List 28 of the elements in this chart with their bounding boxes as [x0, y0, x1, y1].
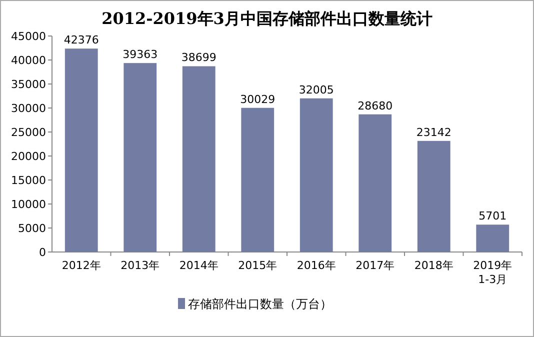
ytick: 5000 — [18, 222, 46, 235]
xtick: 2014年 — [179, 259, 218, 272]
data-label: 32005 — [298, 83, 334, 96]
xtick: 2018年 — [414, 259, 454, 272]
xtick: 2019年 1-3月 — [473, 259, 512, 286]
data-label: 28680 — [358, 99, 393, 112]
ytick: 15000 — [11, 174, 46, 187]
legend: 存储部件出口数量（万台） — [188, 297, 332, 311]
data-label: 42376 — [64, 34, 99, 47]
xtick: 2016年 — [296, 259, 336, 272]
ytick: 30000 — [11, 102, 46, 115]
ytick: 35000 — [11, 78, 46, 91]
data-label: 30029 — [240, 92, 276, 106]
ytick: 20000 — [11, 150, 46, 163]
data-label: 39363 — [122, 48, 158, 62]
xtick: 2013年 — [120, 259, 160, 272]
data-label: 5701 — [478, 210, 507, 223]
data-label: 38699 — [181, 51, 216, 64]
ytick: 10000 — [11, 198, 46, 211]
data-label: 23142 — [416, 126, 452, 139]
ytick: 40000 — [11, 54, 46, 67]
ytick: 0 — [39, 246, 46, 259]
xtick: 2012年 — [62, 259, 101, 272]
ytick: 45000 — [11, 30, 46, 43]
xtick: 2015年 — [238, 259, 278, 272]
xtick: 2017年 — [356, 259, 395, 272]
title: 2012-2019年3月中国存储部件出口数量统计 — [102, 9, 432, 28]
ytick: 25000 — [11, 126, 46, 139]
